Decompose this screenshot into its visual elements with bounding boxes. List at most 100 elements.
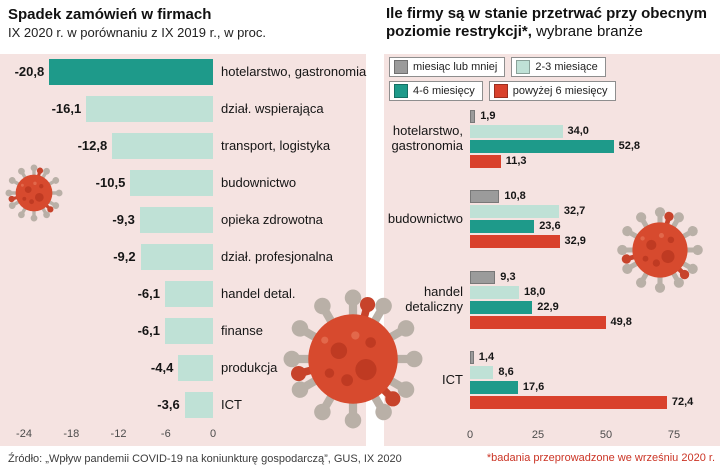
- left-bar-category: ICT: [221, 397, 242, 412]
- legend-label: 4-6 miesięcy: [413, 84, 475, 97]
- left-bar: [49, 59, 213, 85]
- left-bar: [184, 392, 214, 418]
- left-bar-value: -12,8: [77, 138, 108, 153]
- right-group-label: ICT: [442, 372, 463, 387]
- left-chart-subtitle: IX 2020 r. w porównaniu z IX 2019 r., w …: [8, 25, 266, 40]
- right-bar-value: 22,9: [537, 301, 559, 313]
- left-bar-category: produkcja: [221, 360, 278, 375]
- right-axis-tick: 75: [667, 429, 681, 441]
- coronavirus-icon: [4, 163, 64, 223]
- legend-swatch-icon: [516, 60, 531, 74]
- right-bar-value: 1,9: [480, 110, 496, 122]
- left-bar-value: -9,3: [112, 212, 135, 227]
- legend-item: 2-3 miesiące: [511, 57, 606, 77]
- left-bar-category: hotelarstwo, gastronomia: [221, 64, 367, 79]
- right-group-label: budownictwo: [388, 211, 463, 226]
- legend-label: miesiąc lub mniej: [413, 60, 498, 73]
- right-bar: [470, 110, 476, 123]
- right-chart-title-regular: wybrane branże: [531, 23, 643, 40]
- left-axis-tick: -12: [110, 428, 127, 440]
- right-bar: [470, 316, 606, 329]
- footnote: *badania przeprowadzone we wrześniu 2020…: [486, 452, 715, 464]
- right-bar: [470, 301, 533, 314]
- right-bar: [470, 205, 559, 218]
- legend-label: powyżej 6 miesięcy: [512, 84, 608, 97]
- right-bar: [470, 271, 496, 284]
- right-bar-value: 1,4: [478, 351, 495, 363]
- left-bar: [178, 355, 213, 381]
- legend-item: 4-6 miesięcy: [389, 81, 483, 101]
- right-bar: [470, 366, 494, 379]
- right-bar-value: 8,6: [498, 366, 514, 378]
- left-axis-tick: -24: [16, 428, 32, 440]
- right-axis-tick: 0: [466, 429, 474, 441]
- right-axis-tick: 25: [531, 429, 545, 441]
- coronavirus-icon: [280, 286, 426, 432]
- legend-swatch-icon: [493, 84, 508, 98]
- right-bar-value: 52,8: [618, 140, 641, 152]
- left-bar-value: -3,6: [157, 397, 180, 412]
- left-bar-category: handel detal.: [221, 286, 296, 301]
- legend-row: 4-6 miesięcy powyżej 6 miesięcy: [389, 81, 616, 101]
- left-bar-value: -6,1: [137, 323, 160, 338]
- right-group-label: handel detaliczny: [405, 284, 463, 314]
- left-bar: [130, 170, 213, 196]
- right-bar-value: 23,6: [539, 220, 561, 232]
- left-bar-value: -6,1: [137, 286, 160, 301]
- right-bar-value: 18,0: [524, 286, 546, 298]
- right-bar: [470, 125, 563, 138]
- legend: miesiąc lub mniej 2-3 miesiące 4-6 miesięc…: [389, 57, 616, 105]
- left-bar-category: finanse: [221, 323, 263, 338]
- left-bar: [112, 133, 213, 159]
- left-bar-value: -20,8: [14, 64, 45, 79]
- right-bar-value: 9,3: [500, 271, 516, 283]
- right-group-label-line: gastronomia: [391, 138, 463, 153]
- source-note: Źródło: „Wpływ pandemii COVID-19 na koni…: [8, 453, 402, 465]
- right-bar-value: 10,8: [504, 190, 526, 202]
- legend-swatch-icon: [394, 84, 408, 98]
- right-bar-value: 72,4: [671, 396, 694, 408]
- left-chart-panel: -20,8 hotelarstwo, gastronomia -16,1 dział.…: [0, 54, 366, 446]
- left-chart-title: Spadek zamówień w firmach: [8, 6, 212, 23]
- right-group-label-line: handel: [423, 284, 463, 299]
- left-bar: [165, 318, 213, 344]
- right-bar: [470, 140, 614, 153]
- right-bar: [470, 235, 560, 248]
- right-group-label-line: ICT: [442, 371, 463, 387]
- right-group-label: hotelarstwo, gastronomia: [391, 123, 463, 153]
- right-bar: [470, 190, 500, 203]
- right-bar: [470, 351, 474, 364]
- right-bar-value: 17,6: [522, 381, 545, 393]
- left-bar-category: transport, logistyka: [221, 138, 331, 153]
- right-group-label-line: hotelarstwo,: [392, 123, 463, 138]
- legend-swatch-icon: [394, 60, 408, 74]
- legend-item: powyżej 6 miesięcy: [488, 81, 616, 101]
- legend-row: miesiąc lub mniej 2-3 miesiące: [389, 57, 616, 77]
- right-bar: [470, 286, 519, 299]
- right-group-label-line: detaliczny: [405, 299, 463, 314]
- left-bar-category: budownictwo: [221, 175, 297, 190]
- left-bar-value: -10,5: [95, 175, 126, 190]
- right-bar: [470, 381, 518, 394]
- coronavirus-icon: [615, 205, 705, 295]
- right-chart-title: Ile firmy są w stanie przetrwać przy obe…: [386, 5, 718, 41]
- legend-item: miesiąc lub mniej: [389, 57, 506, 77]
- left-bar: [139, 207, 213, 233]
- left-bar-category: dział. wspierająca: [221, 101, 324, 116]
- left-bar: [165, 281, 213, 307]
- right-bar-value: 32,7: [563, 205, 586, 217]
- legend-label: 2-3 miesiące: [535, 60, 598, 73]
- left-bar-category: opieka zdrowotna: [221, 212, 323, 227]
- right-axis-tick: 50: [599, 429, 613, 441]
- right-bar-value: 32,9: [564, 235, 586, 247]
- right-chart-title-bold: Ile firmy są w stanie przetrwać przy obe…: [386, 5, 707, 40]
- right-bar: [470, 220, 535, 233]
- left-axis-tick: 0: [209, 428, 217, 440]
- right-bar-value: 11,3: [505, 155, 527, 167]
- right-bar: [470, 396, 667, 409]
- right-group-label-line: budownictwo: [387, 210, 463, 226]
- right-bar-value: 34,0: [567, 125, 589, 137]
- left-bar: [140, 244, 213, 270]
- right-bar-value: 49,8: [610, 316, 632, 328]
- left-bar-value: -9,2: [113, 249, 136, 264]
